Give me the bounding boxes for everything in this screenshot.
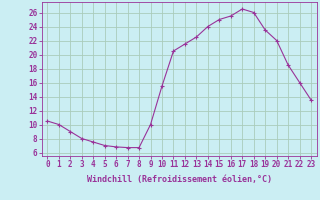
X-axis label: Windchill (Refroidissement éolien,°C): Windchill (Refroidissement éolien,°C) [87, 175, 272, 184]
